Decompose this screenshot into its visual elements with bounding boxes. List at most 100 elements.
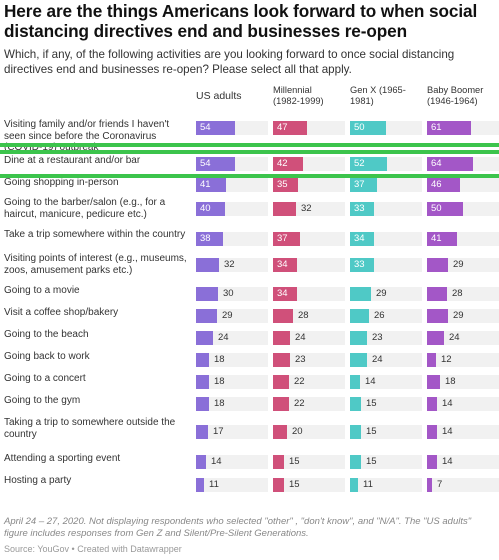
row-label: Visiting points of interest (e.g., museu… bbox=[4, 253, 187, 276]
bar-track: 52 bbox=[350, 157, 422, 171]
bar-value-label: 22 bbox=[294, 376, 305, 387]
bar bbox=[427, 309, 448, 323]
column-header-line: (1982-1999) bbox=[273, 96, 324, 106]
bar-value-label: 18 bbox=[214, 376, 225, 387]
chart-row: Take a trip somewhere within the country… bbox=[0, 229, 499, 249]
bar-track: 18 bbox=[196, 353, 268, 367]
row-label: Going back to work bbox=[4, 351, 90, 362]
bar-value-label: 15 bbox=[366, 398, 377, 409]
column-header-mil: Millennial (1982-1999) bbox=[273, 85, 324, 107]
row-label: Taking a trip to somewhere outside the c… bbox=[4, 417, 176, 440]
bar-value-label: 23 bbox=[372, 332, 383, 343]
row-label: Going to the gym bbox=[4, 395, 81, 406]
bar-value-label: 64 bbox=[431, 158, 442, 169]
bar-value-label: 40 bbox=[200, 203, 211, 214]
bar-value-label: 12 bbox=[441, 354, 452, 365]
bar-value-label: 28 bbox=[452, 288, 463, 299]
chart-row: Going to a concert 18 22 14 18 bbox=[0, 373, 499, 391]
bar-value-label: 18 bbox=[445, 376, 456, 387]
bar-value-label: 14 bbox=[211, 456, 222, 467]
bar-track: 22 bbox=[273, 375, 345, 389]
bar bbox=[196, 455, 206, 469]
bar bbox=[273, 157, 303, 171]
bar bbox=[273, 455, 284, 469]
bar-track: 14 bbox=[196, 455, 268, 469]
bar bbox=[427, 331, 444, 345]
bar bbox=[196, 258, 219, 272]
bar-value-label: 24 bbox=[295, 332, 306, 343]
chart-row: Going to the barber/salon (e.g., for a h… bbox=[0, 197, 499, 225]
row-label: Dine at a restaurant and/or bar bbox=[4, 155, 141, 166]
row-label: Hosting a party bbox=[4, 475, 72, 486]
bar-track: 54 bbox=[196, 157, 268, 171]
bar-track: 29 bbox=[196, 309, 268, 323]
row-label: Visit a coffee shop/bakery bbox=[4, 307, 119, 318]
bar bbox=[350, 353, 367, 367]
bar-track: 50 bbox=[350, 121, 422, 135]
bar-value-label: 29 bbox=[222, 310, 233, 321]
bar-track: 14 bbox=[427, 425, 499, 439]
bar-value-label: 18 bbox=[214, 354, 225, 365]
bar bbox=[196, 353, 209, 367]
bar-value-label: 35 bbox=[277, 179, 288, 190]
chart-row: Going shopping in-person 41 35 37 46 bbox=[0, 177, 499, 193]
bar bbox=[273, 353, 290, 367]
bar bbox=[350, 202, 374, 216]
column-header-line: Millennial bbox=[273, 85, 312, 95]
bar bbox=[196, 425, 208, 439]
row-label: Going to a movie bbox=[4, 285, 80, 296]
bar-track: 32 bbox=[196, 258, 268, 272]
bar-value-label: 32 bbox=[301, 203, 312, 214]
bar-value-label: 41 bbox=[200, 179, 211, 190]
bar-track: 38 bbox=[196, 232, 268, 246]
bar bbox=[350, 309, 369, 323]
bar bbox=[350, 425, 361, 439]
bar-value-label: 50 bbox=[431, 203, 442, 214]
column-header-line: US adults bbox=[196, 90, 242, 102]
bar-track: 15 bbox=[273, 478, 345, 492]
bar-value-label: 23 bbox=[295, 354, 306, 365]
bar-value-label: 41 bbox=[431, 233, 442, 244]
bar-value-label: 14 bbox=[442, 426, 453, 437]
column-header-line: Gen X (1965- bbox=[350, 85, 406, 95]
bar-value-label: 29 bbox=[376, 288, 387, 299]
bar-track: 14 bbox=[427, 397, 499, 411]
bar bbox=[350, 232, 374, 246]
bar bbox=[427, 287, 447, 301]
bar-value-label: 50 bbox=[354, 122, 365, 133]
bar bbox=[273, 397, 289, 411]
chart-row: Hosting a party 11 15 11 7 bbox=[0, 475, 499, 497]
bar-track: 41 bbox=[196, 178, 268, 192]
bar-track: 23 bbox=[273, 353, 345, 367]
bar bbox=[350, 455, 361, 469]
bar-track: 61 bbox=[427, 121, 499, 135]
bar-value-label: 24 bbox=[218, 332, 229, 343]
bar-track: 22 bbox=[273, 397, 345, 411]
bar-track: 15 bbox=[350, 455, 422, 469]
bar-track: 14 bbox=[350, 375, 422, 389]
column-header-us: US adults bbox=[196, 91, 242, 102]
bar-track: 24 bbox=[273, 331, 345, 345]
bar bbox=[427, 478, 432, 492]
bar-value-label: 38 bbox=[200, 233, 211, 244]
column-header-line: (1946-1964) bbox=[427, 96, 478, 106]
bar-track: 14 bbox=[427, 455, 499, 469]
bar-track: 34 bbox=[273, 287, 345, 301]
bar bbox=[196, 121, 235, 135]
bar-value-label: 61 bbox=[431, 122, 442, 133]
row-label: Attending a sporting event bbox=[4, 453, 121, 464]
bar-value-label: 15 bbox=[366, 456, 377, 467]
chart-row: Going to the gym 18 22 15 14 bbox=[0, 395, 499, 413]
bar bbox=[350, 397, 361, 411]
chart-row: Taking a trip to somewhere outside the c… bbox=[0, 417, 499, 449]
row-label: Going shopping in-person bbox=[4, 177, 119, 188]
bar-track: 33 bbox=[350, 202, 422, 216]
bar-track: 24 bbox=[350, 353, 422, 367]
bar-value-label: 22 bbox=[294, 398, 305, 409]
bar bbox=[196, 178, 226, 192]
chart-title: Here are the things Americans look forwa… bbox=[4, 1, 478, 41]
bar-track: 18 bbox=[196, 375, 268, 389]
bar bbox=[273, 375, 289, 389]
bar-value-label: 42 bbox=[277, 158, 288, 169]
bar-track: 28 bbox=[427, 287, 499, 301]
